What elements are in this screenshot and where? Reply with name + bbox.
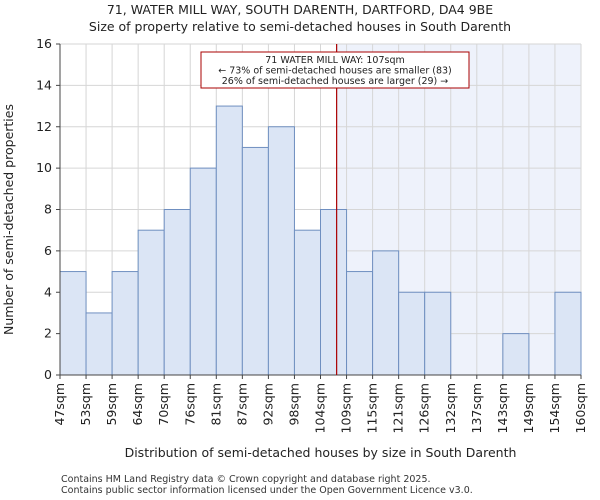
x-tick-label: 98sqm [286, 383, 301, 426]
histogram-bar [346, 271, 374, 376]
chart-subtitle: Size of property relative to semi-detach… [88, 19, 512, 34]
x-tick-label: 104sqm [313, 383, 328, 433]
x-tick-label: 160sqm [573, 383, 588, 433]
y-tick-label: 10 [36, 160, 52, 175]
x-tick-label: 70sqm [156, 383, 171, 426]
y-tick-label: 8 [44, 202, 52, 217]
x-tick-label: 53sqm [78, 383, 93, 426]
y-tick-label: 6 [44, 243, 52, 258]
histogram-bar [372, 250, 400, 376]
x-tick-label: 154sqm [547, 383, 562, 433]
x-tick-label: 121sqm [391, 383, 406, 433]
histogram-bar [293, 229, 322, 376]
footer-line-2: Contains public sector information licen… [61, 485, 473, 496]
histogram-bar [267, 126, 295, 376]
x-tick-label: 92sqm [260, 383, 275, 426]
annotation-line: 26% of semi-detached houses are larger (… [222, 76, 449, 87]
y-tick-label: 12 [36, 119, 52, 134]
histogram-bar [320, 209, 348, 376]
x-tick-label: 115sqm [365, 383, 380, 433]
histogram-bar [111, 271, 139, 376]
y-tick-label: 4 [44, 284, 52, 299]
x-tick-label: 76sqm [182, 383, 197, 426]
annotation-line: 71 WATER MILL WAY: 107sqm [265, 55, 405, 66]
histogram-bar [424, 291, 452, 376]
annotation-line: ← 73% of semi-detached houses are smalle… [218, 66, 452, 77]
x-tick-label: 59sqm [104, 383, 119, 426]
histogram-bar [163, 209, 191, 376]
x-tick-label: 87sqm [234, 383, 249, 426]
x-tick-label: 132sqm [443, 383, 458, 433]
y-tick-label: 0 [44, 367, 52, 382]
footer-line-1: Contains HM Land Registry data © Crown c… [61, 474, 431, 485]
x-tick-label: 149sqm [521, 383, 536, 433]
histogram-bar [59, 271, 87, 376]
x-tick-label: 126sqm [417, 383, 432, 433]
x-tick-label: 109sqm [339, 383, 354, 433]
x-tick-label: 81sqm [208, 383, 223, 426]
y-tick-label: 2 [44, 326, 52, 341]
histogram-bar [502, 333, 530, 376]
histogram-bar [215, 105, 243, 376]
x-tick-label: 47sqm [52, 383, 67, 426]
x-axis-label: Distribution of semi-detached houses by … [125, 445, 517, 460]
chart-title: 71, WATER MILL WAY, SOUTH DARENTH, DARTF… [106, 2, 494, 17]
histogram-bar [554, 291, 582, 376]
y-tick-label: 14 [36, 77, 52, 92]
histogram-bar [85, 312, 113, 376]
histogram-bar [189, 167, 217, 376]
y-tick-label: 16 [36, 36, 52, 51]
histogram-bar [398, 291, 426, 376]
annotation-box [200, 51, 470, 89]
x-tick-label: 137sqm [469, 383, 484, 433]
y-axis-label: Number of semi-detached properties [1, 104, 16, 335]
x-tick-label: 143sqm [495, 383, 510, 433]
histogram-bar [137, 229, 165, 376]
x-tick-label: 64sqm [130, 383, 145, 426]
histogram-chart: 0 2 4 6 8 10 12 14 16 47sqm 53sqm 59sqm 64sqm 70sqm 76… [1, 36, 588, 460]
histogram-bar [241, 146, 269, 376]
